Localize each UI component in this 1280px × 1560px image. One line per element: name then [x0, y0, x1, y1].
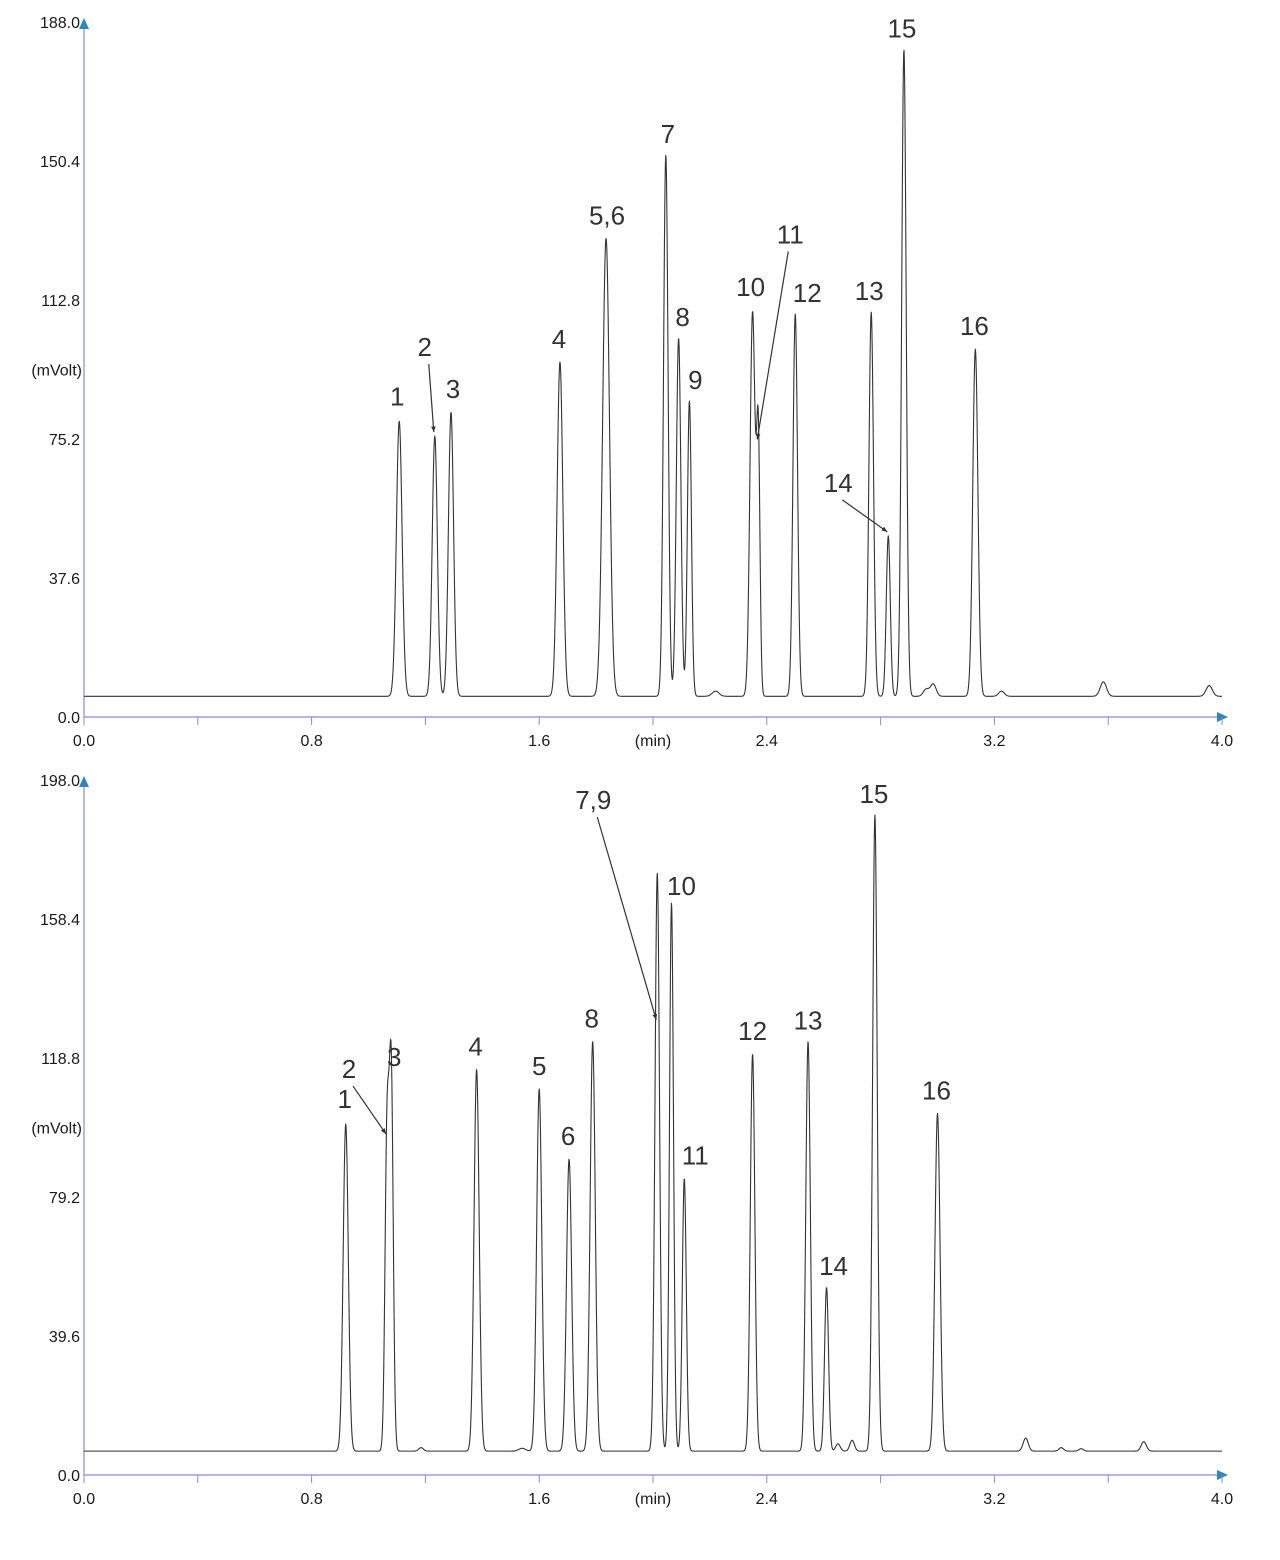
x-tick-label: 4.0 — [1211, 1491, 1233, 1508]
peak-label-10: 10 — [667, 871, 696, 901]
peak-label-2: 2 — [418, 332, 432, 362]
y-tick-label: 0.0 — [58, 710, 80, 727]
peak-label-5-6: 5,6 — [589, 200, 625, 230]
peak-label-11: 11 — [682, 1140, 709, 1170]
peak-pointer-line — [596, 816, 657, 1020]
pointer-arrowhead-icon — [881, 526, 888, 532]
y-tick-label: 0.0 — [58, 1468, 80, 1485]
peak-label-7: 7 — [661, 119, 675, 149]
x-tick-label: 3.2 — [983, 1491, 1005, 1508]
peak-label-13: 13 — [855, 276, 884, 306]
peak-label-3: 3 — [446, 374, 460, 404]
x-tick-label: 2.4 — [756, 733, 778, 750]
peak-label-15: 15 — [859, 779, 888, 809]
x-tick-label: 0.0 — [73, 1491, 95, 1508]
peak-label-7-9: 7,9 — [575, 785, 611, 815]
x-tick-label: 3.2 — [983, 733, 1005, 750]
peak-label-4: 4 — [552, 324, 566, 354]
pointer-arrowhead-icon — [431, 426, 436, 433]
x-tick-label: 0.8 — [300, 733, 322, 750]
peak-label-4: 4 — [468, 1032, 482, 1062]
y-axis-arrow-icon — [79, 18, 89, 29]
peak-pointer-line — [428, 363, 435, 433]
peak-label-12: 12 — [793, 278, 822, 308]
peak-label-16: 16 — [960, 311, 989, 341]
peak-label-1: 1 — [338, 1084, 352, 1114]
x-tick-label: 1.6 — [528, 733, 550, 750]
peak-label-2: 2 — [342, 1054, 356, 1084]
y-tick-label: 75.2 — [49, 432, 80, 449]
peak-label-8: 8 — [675, 302, 689, 332]
x-axis-label: (min) — [635, 733, 671, 750]
peak-label-3: 3 — [387, 1042, 401, 1072]
x-axis-label: (min) — [635, 1491, 671, 1508]
peak-label-11: 11 — [777, 219, 804, 249]
peak-pointer-line — [352, 1085, 387, 1135]
chromatogram-panel-2: 0.0 0.8 1.6 2.4 3.2 4.0 (min) 0.0 39.6 79.2 118.8 1… — [31, 773, 1233, 1508]
pointer-arrowhead-icon — [755, 433, 761, 440]
peak-label-15: 15 — [887, 14, 916, 44]
peak-label-6: 6 — [561, 1121, 575, 1151]
y-tick-label: 118.8 — [41, 1051, 80, 1068]
y-tick-label: 39.6 — [49, 1329, 80, 1346]
y-tick-label: 112.8 — [41, 293, 80, 310]
y-tick-label: 79.2 — [49, 1190, 80, 1207]
y-tick-label: 37.6 — [49, 571, 80, 588]
peak-label-1: 1 — [390, 381, 404, 411]
peak-label-13: 13 — [794, 1006, 823, 1036]
y-tick-label: 150.4 — [40, 154, 80, 171]
peak-label-5: 5 — [532, 1051, 546, 1081]
y-axis-arrow-icon — [79, 776, 89, 787]
pointer-arrowhead-icon — [652, 1013, 657, 1020]
x-tick-label: 2.4 — [756, 1491, 778, 1508]
x-tick-label: 0.0 — [73, 733, 95, 750]
y-axis-label: (mVolt) — [31, 1121, 82, 1138]
peak-label-14: 14 — [824, 468, 853, 498]
chromatogram-trace — [83, 814, 1223, 1452]
x-tick-label: 4.0 — [1211, 733, 1233, 750]
peak-pointer-line — [756, 251, 789, 440]
peak-label-8: 8 — [584, 1004, 598, 1034]
x-tick-label: 0.8 — [300, 1491, 322, 1508]
y-axis-label: (mVolt) — [31, 363, 82, 380]
chromatogram-panel-1: 0.0 0.8 1.6 2.4 3.2 4.0 (min) 0.0 37.6 75.2 112.8 1… — [31, 14, 1233, 750]
chromatogram-trace — [83, 49, 1223, 697]
peak-label-9: 9 — [688, 365, 702, 395]
peak-label-10: 10 — [736, 272, 765, 302]
y-tick-label: 158.4 — [40, 912, 80, 929]
y-tick-label: 188.0 — [40, 15, 80, 32]
peak-label-16: 16 — [922, 1075, 951, 1105]
peak-pointer-line — [841, 499, 888, 533]
pointer-arrowhead-icon — [380, 1128, 386, 1135]
peak-label-12: 12 — [738, 1016, 767, 1046]
peak-label-14: 14 — [819, 1251, 848, 1281]
y-tick-label: 198.0 — [40, 773, 80, 790]
x-tick-label: 1.6 — [528, 1491, 550, 1508]
